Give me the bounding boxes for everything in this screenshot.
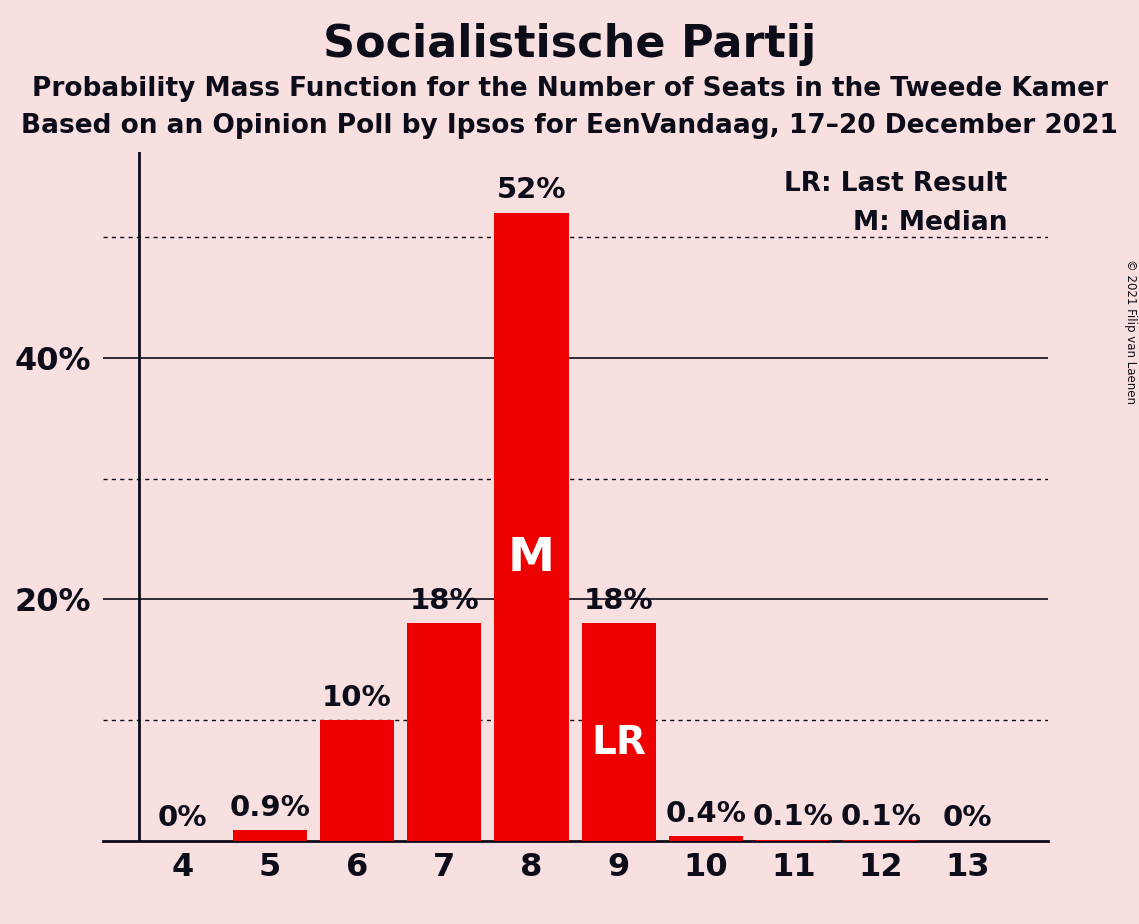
Bar [232, 830, 306, 841]
Bar [494, 213, 568, 841]
Text: 0.9%: 0.9% [229, 794, 310, 821]
Text: © 2021 Filip van Laenen: © 2021 Filip van Laenen [1124, 259, 1137, 404]
Text: 0.4%: 0.4% [665, 799, 746, 828]
Text: M: Median: M: Median [853, 211, 1007, 237]
Text: 0.1%: 0.1% [841, 803, 921, 832]
Text: Based on an Opinion Poll by Ipsos for EenVandaag, 17–20 December 2021: Based on an Opinion Poll by Ipsos for Ee… [21, 113, 1118, 139]
Bar [582, 624, 656, 841]
Text: 18%: 18% [584, 587, 654, 615]
Text: 52%: 52% [497, 176, 566, 204]
Bar [756, 840, 830, 841]
Bar [320, 720, 394, 841]
Text: 0.1%: 0.1% [753, 803, 834, 832]
Text: Probability Mass Function for the Number of Seats in the Tweede Kamer: Probability Mass Function for the Number… [32, 76, 1107, 102]
Text: 10%: 10% [322, 684, 392, 711]
Bar [669, 836, 743, 841]
Text: 18%: 18% [410, 587, 480, 615]
Text: M: M [508, 536, 555, 581]
Bar [408, 624, 482, 841]
Text: Socialistische Partij: Socialistische Partij [322, 23, 817, 67]
Text: LR: Last Result: LR: Last Result [784, 171, 1007, 197]
Text: 0%: 0% [943, 805, 992, 833]
Bar [844, 840, 918, 841]
Text: 0%: 0% [158, 805, 207, 833]
Text: LR: LR [591, 724, 646, 762]
